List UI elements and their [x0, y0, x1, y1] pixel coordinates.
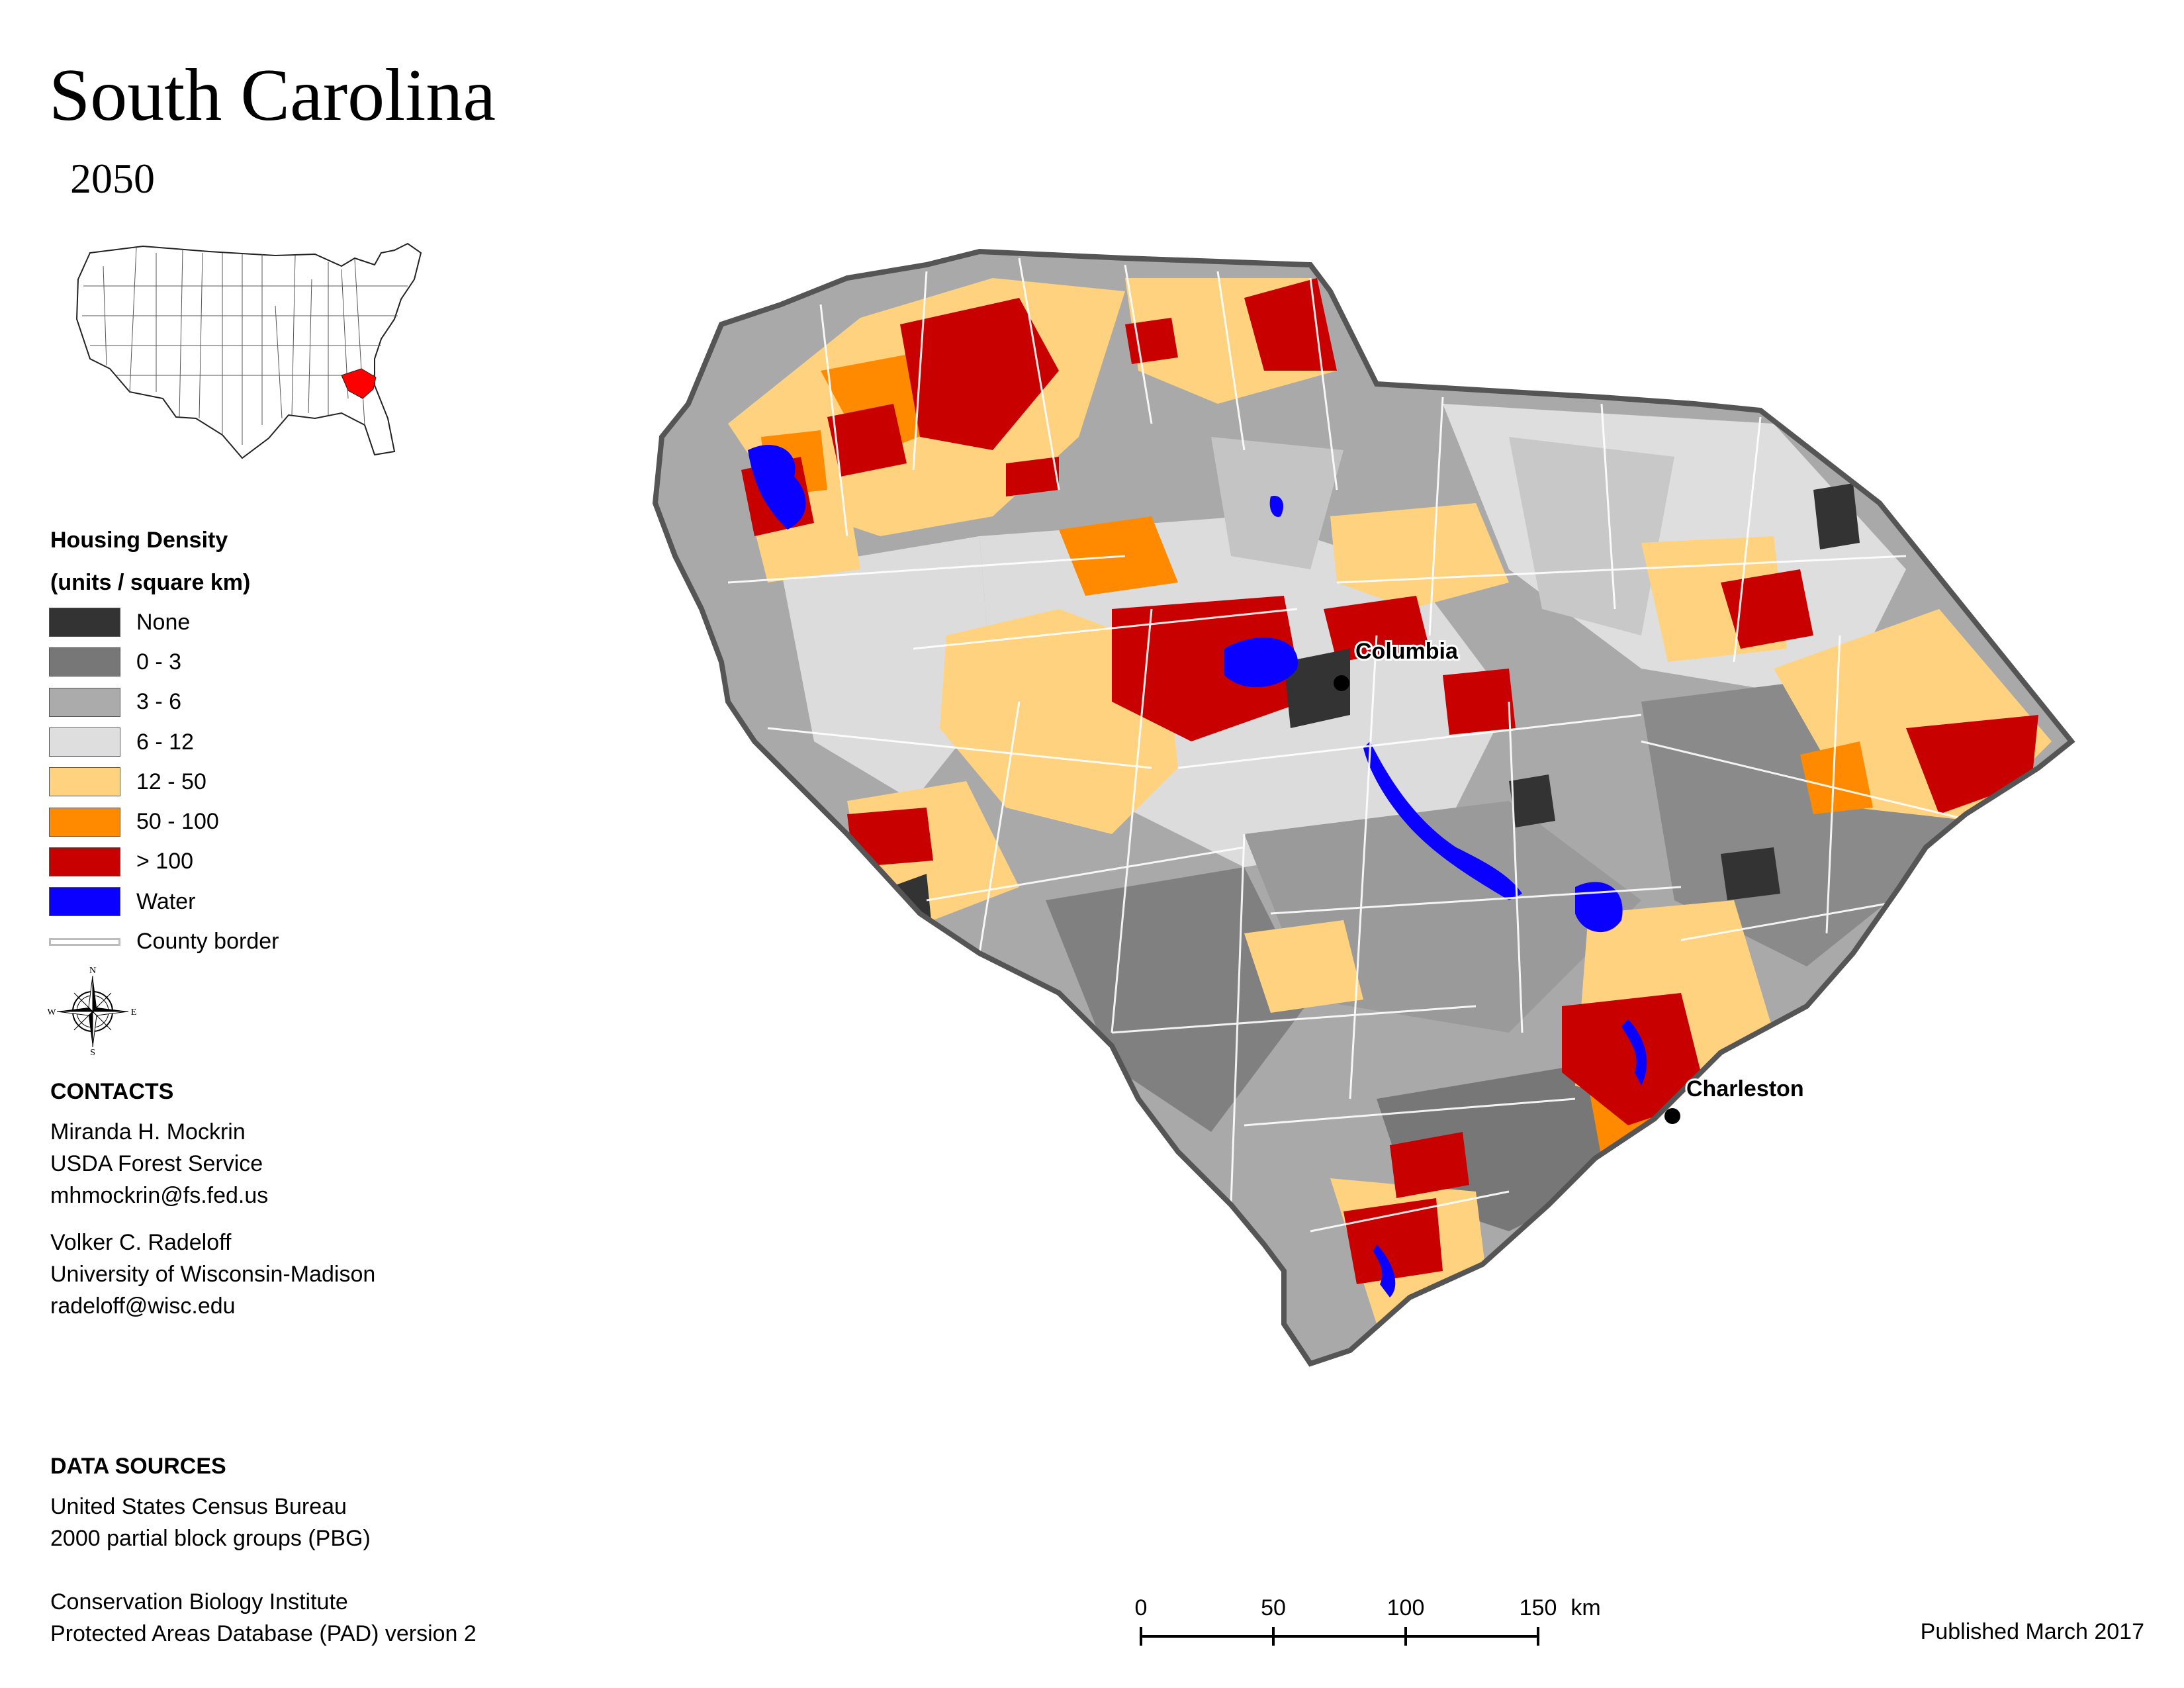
contact-org: USDA Forest Service	[50, 1151, 263, 1176]
contact-email[interactable]: mhmockrin@fs.fed.us	[50, 1183, 269, 1208]
compass-e: E	[131, 1008, 137, 1017]
city-marker-charleston	[1664, 1108, 1680, 1124]
data-source-line: United States Census Bureau	[50, 1494, 347, 1519]
legend-title: Housing Density (units / square km)	[50, 519, 250, 604]
contact-org: University of Wisconsin-Madison	[50, 1262, 376, 1287]
legend-label: 0 - 3	[136, 649, 182, 675]
contact-entry: Volker C. Radeloff University of Wiscons…	[50, 1227, 375, 1322]
county-borders	[727, 258, 1973, 1233]
legend-item-6-12: 6 - 12	[49, 722, 279, 762]
published-date: Published March 2017	[1920, 1619, 2144, 1644]
legend-item-water: Water	[49, 882, 279, 921]
compass-w: W	[48, 1008, 56, 1017]
scale-tick-label: 50	[1261, 1595, 1286, 1620]
map-title: South Carolina	[49, 54, 496, 136]
data-source-entry: United States Census Bureau 2000 partial…	[50, 1491, 371, 1554]
city-label-charleston: Charleston	[1686, 1076, 1804, 1102]
contacts-heading: CONTACTS	[50, 1079, 174, 1104]
map-year: 2050	[70, 155, 155, 202]
density-layer	[655, 252, 2071, 1364]
city-label-columbia: Columbia	[1355, 639, 1459, 664]
legend-swatch	[49, 937, 120, 946]
legend-label: 3 - 6	[136, 689, 182, 715]
legend-label: 12 - 50	[136, 769, 206, 794]
legend-item-none: None	[49, 602, 279, 642]
legend-label: > 100	[136, 849, 194, 874]
scale-unit: km	[1570, 1595, 1600, 1620]
data-source-line: Conservation Biology Institute	[50, 1589, 348, 1615]
legend-swatch	[49, 807, 120, 837]
scale-tick-label: 150	[1520, 1595, 1557, 1620]
data-sources-heading: DATA SOURCES	[50, 1454, 226, 1479]
city-marker-columbia	[1334, 675, 1349, 691]
legend-item-over-100: > 100	[49, 842, 279, 882]
compass-s: S	[90, 1048, 95, 1056]
legend-label: 6 - 12	[136, 729, 194, 755]
legend-label: 50 - 100	[136, 809, 219, 835]
legend-swatch	[49, 847, 120, 876]
compass-rose-icon: N S E W	[48, 966, 137, 1056]
legend: None 0 - 3 3 - 6 6 - 12 12 - 50 50 - 100…	[49, 602, 279, 962]
scale-bar: 0 50 100 150 km	[1135, 1595, 1601, 1646]
legend-swatch	[49, 887, 120, 917]
legend-swatch	[49, 687, 120, 717]
legend-item-12-50: 12 - 50	[49, 762, 279, 802]
legend-title-line2: (units / square km)	[50, 570, 251, 595]
data-source-entry: Conservation Biology Institute Protected…	[50, 1586, 477, 1650]
south-carolina-map: Columbia Charleston	[652, 248, 2075, 1367]
legend-item-3-6: 3 - 6	[49, 682, 279, 722]
data-source-line: 2000 partial block groups (PBG)	[50, 1526, 371, 1551]
legend-item-0-3: 0 - 3	[49, 642, 279, 682]
contact-name: Miranda H. Mockrin	[50, 1119, 246, 1145]
contact-email[interactable]: radeloff@wisc.edu	[50, 1293, 236, 1319]
legend-item-50-100: 50 - 100	[49, 802, 279, 841]
legend-swatch	[49, 647, 120, 677]
scale-tick-label: 100	[1387, 1595, 1425, 1620]
legend-label: County border	[136, 929, 279, 955]
us-inset-map	[75, 242, 422, 459]
state-outline	[652, 248, 2075, 1367]
legend-swatch	[49, 608, 120, 637]
legend-swatch	[49, 767, 120, 797]
contact-name: Volker C. Radeloff	[50, 1230, 232, 1255]
compass-n: N	[89, 966, 96, 976]
scale-tick-label: 0	[1135, 1595, 1148, 1620]
legend-title-line1: Housing Density	[50, 528, 228, 553]
legend-swatch	[49, 727, 120, 757]
legend-label: Water	[136, 888, 196, 914]
south-carolina-highlight	[341, 368, 377, 399]
legend-item-county-border: County border	[49, 921, 279, 961]
data-source-line: Protected Areas Database (PAD) version 2	[50, 1621, 477, 1646]
contact-entry: Miranda H. Mockrin USDA Forest Service m…	[50, 1116, 268, 1211]
legend-label: None	[136, 609, 191, 635]
